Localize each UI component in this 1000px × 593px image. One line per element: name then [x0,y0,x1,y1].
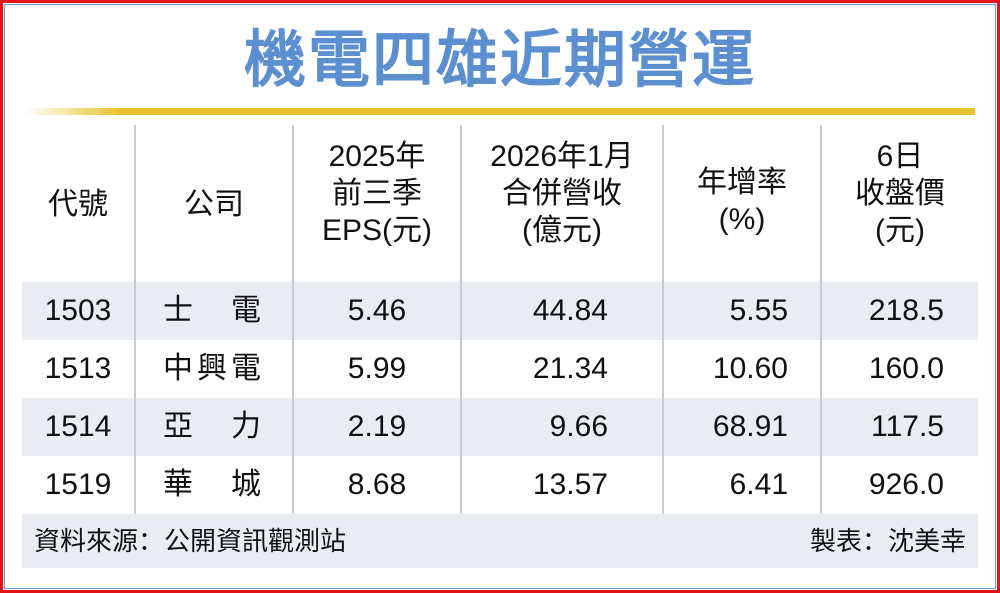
cell-yoy: 68.91 [712,410,788,443]
table-row-shade [22,282,978,340]
header-line: (億元) [522,214,602,247]
column-divider [292,125,294,514]
inner-border [4,4,996,589]
cell-company: 中興電 [163,352,265,385]
cell-code: 1513 [44,352,112,385]
header-line: (%) [718,203,766,236]
cell-close: 926.0 [868,468,944,501]
header-line: (元) [875,214,925,247]
header-eps: 2025年 前三季 EPS(元) [294,138,460,249]
column-divider [460,125,462,514]
header-line: 收盤價 [855,177,945,210]
column-divider [820,125,822,514]
cell-eps: 5.46 [347,294,407,327]
cell-close: 218.5 [868,294,944,327]
cell-eps: 8.68 [347,468,407,501]
header-line: 年增率 [697,166,787,199]
cell-eps: 2.19 [347,410,407,443]
source-note: 資料來源：公開資訊觀測站 [34,526,347,556]
cell-yoy: 10.60 [712,352,788,385]
header-line: 2026年1月 [490,140,634,173]
header-code: 代號 [48,188,108,221]
cell-close: 160.0 [868,352,944,385]
header-line: 2025年 [328,140,426,173]
cell-yoy: 6.41 [729,468,788,501]
cell-code: 1503 [44,294,112,327]
table-row-shade [22,398,978,456]
cell-company: 華 城 [163,468,265,501]
header-line: 前三季 [332,177,422,210]
title-underline [25,108,975,115]
cell-code: 1514 [44,410,112,443]
header-line: EPS(元) [321,214,432,247]
header-line: 6日 [876,140,924,173]
cell-revenue: 44.84 [532,294,608,327]
author-note: 製表：沈美幸 [809,526,966,556]
cell-revenue: 9.66 [549,410,608,443]
header-company: 公司 [184,188,244,221]
header-revenue: 2026年1月 合併營收 (億元) [462,138,662,249]
cell-company: 士 電 [163,294,265,327]
column-divider [134,125,136,514]
cell-eps: 5.99 [347,352,407,385]
cell-revenue: 21.34 [532,352,608,385]
cell-yoy: 5.55 [729,294,788,327]
column-divider [662,125,664,514]
header-line: 合併營收 [502,177,622,210]
header-close: 6日 收盤價 (元) [822,138,978,249]
cell-code: 1519 [44,468,112,501]
header-yoy: 年增率 (%) [664,164,820,238]
cell-close: 117.5 [871,410,944,443]
cell-company: 亞 力 [163,410,265,443]
page-title: 機電四雄近期營運 [243,23,756,96]
cell-revenue: 13.57 [532,468,608,501]
table-footer: 資料來源：公開資訊觀測站 製表：沈美幸 [22,514,978,568]
